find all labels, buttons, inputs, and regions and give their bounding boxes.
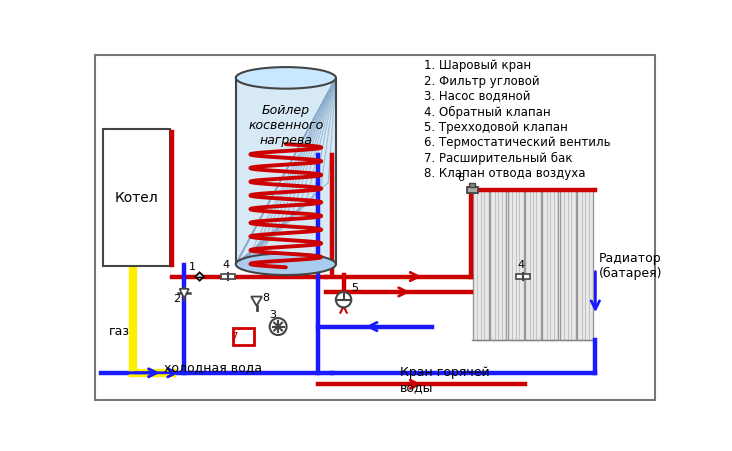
Text: 5: 5 bbox=[351, 283, 358, 293]
Bar bbox=[578, 191, 593, 341]
Text: 8. Клапан отвода воздуха: 8. Клапан отвода воздуха bbox=[425, 167, 586, 179]
Polygon shape bbox=[251, 297, 262, 306]
Bar bbox=[516, 274, 523, 280]
Bar bbox=[508, 191, 523, 341]
Text: 6. Термостатический вентиль: 6. Термостатический вентиль bbox=[425, 136, 611, 149]
Text: 4: 4 bbox=[518, 260, 525, 270]
Bar bbox=[236, 79, 336, 265]
Text: газ: газ bbox=[109, 324, 130, 337]
Text: 2: 2 bbox=[173, 294, 181, 304]
Text: 2. Фильтр угловой: 2. Фильтр угловой bbox=[425, 74, 540, 87]
Text: 3: 3 bbox=[269, 309, 276, 319]
Bar bbox=[228, 274, 235, 280]
Text: 3. Насос водяной: 3. Насос водяной bbox=[425, 90, 531, 103]
Text: 7. Расширительный бак: 7. Расширительный бак bbox=[425, 151, 573, 164]
Bar bbox=[525, 191, 541, 341]
Text: Радиатор
(батарея): Радиатор (батарея) bbox=[599, 252, 662, 280]
Ellipse shape bbox=[236, 254, 336, 276]
Bar bbox=[221, 274, 228, 280]
Bar bbox=[233, 328, 254, 345]
Bar bbox=[490, 191, 506, 341]
Bar bbox=[473, 191, 489, 341]
Text: 1: 1 bbox=[189, 261, 196, 271]
Polygon shape bbox=[179, 289, 189, 299]
Text: 1. Шаровый кран: 1. Шаровый кран bbox=[425, 59, 531, 72]
Text: 6: 6 bbox=[457, 173, 464, 183]
Bar bbox=[467, 188, 477, 194]
Text: Котел: Котел bbox=[115, 191, 158, 205]
Polygon shape bbox=[195, 273, 203, 281]
Circle shape bbox=[269, 318, 287, 335]
Bar bbox=[102, 129, 171, 266]
Bar bbox=[542, 191, 559, 341]
Text: 8: 8 bbox=[263, 292, 270, 302]
Text: 7: 7 bbox=[231, 331, 239, 343]
Bar bbox=[469, 183, 475, 188]
Bar bbox=[560, 191, 575, 341]
Text: 4. Обратный клапан: 4. Обратный клапан bbox=[425, 105, 551, 118]
Text: Бойлер
косвенного
нагрева: Бойлер косвенного нагрева bbox=[248, 104, 324, 147]
Ellipse shape bbox=[236, 68, 336, 89]
Text: 4: 4 bbox=[223, 260, 230, 270]
Text: Кран горячей
воды: Кран горячей воды bbox=[400, 365, 490, 393]
Bar bbox=[523, 274, 530, 280]
Text: холодная вода: холодная вода bbox=[164, 360, 262, 373]
Circle shape bbox=[336, 292, 351, 308]
Text: 5. Трехходовой клапан: 5. Трехходовой клапан bbox=[425, 120, 568, 133]
